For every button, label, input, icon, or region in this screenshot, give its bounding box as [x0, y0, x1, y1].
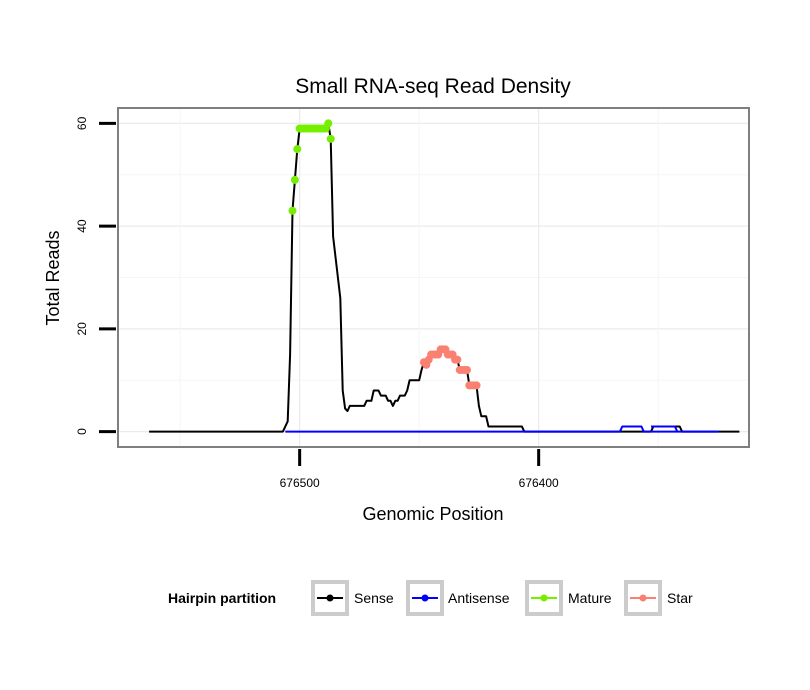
x-axis: 676500 676400 [280, 449, 559, 490]
legend-key-point [639, 594, 647, 602]
point-star [462, 365, 471, 374]
plot-panel [117, 107, 750, 448]
plot-border [117, 107, 750, 448]
y-axis: 0 20 40 60 [75, 116, 116, 435]
point-mature [324, 119, 333, 128]
y-tick-label: 20 [75, 322, 89, 336]
point-star [453, 355, 462, 364]
legend-title: Hairpin partition [168, 590, 276, 606]
y-tick-label: 40 [75, 219, 89, 233]
legend-key-point [326, 594, 334, 602]
series-layer [149, 119, 740, 433]
legend-item-star: Star [624, 580, 693, 616]
legend-item-sense: Sense [311, 580, 394, 616]
legend-label-antisense: Antisense [448, 590, 510, 606]
point-mature [293, 145, 302, 154]
x-tick-label: 676400 [519, 476, 559, 490]
point-mature [288, 206, 297, 215]
legend-item-antisense: Antisense [406, 580, 510, 616]
legend-key-point [540, 594, 548, 602]
x-tick-label: 676500 [280, 476, 320, 490]
gridlines [118, 108, 749, 447]
legend-label-star: Star [667, 590, 693, 606]
y-axis-title: Total Reads [43, 230, 63, 325]
chart-title: Small RNA-seq Read Density [295, 75, 571, 98]
legend-label-sense: Sense [354, 590, 394, 606]
legend-label-mature: Mature [568, 590, 612, 606]
x-axis-title: Genomic Position [362, 504, 503, 524]
y-tick-label: 60 [75, 116, 89, 130]
y-tick-label: 0 [75, 428, 89, 435]
legend-item-mature: Mature [525, 580, 612, 616]
series-line-antisense [285, 425, 719, 433]
point-mature [290, 175, 299, 184]
legend-key-point [421, 594, 429, 602]
legend: Hairpin partition Sense Antisense Mature St… [168, 580, 693, 616]
point-star [472, 381, 481, 390]
point-mature [326, 134, 335, 143]
